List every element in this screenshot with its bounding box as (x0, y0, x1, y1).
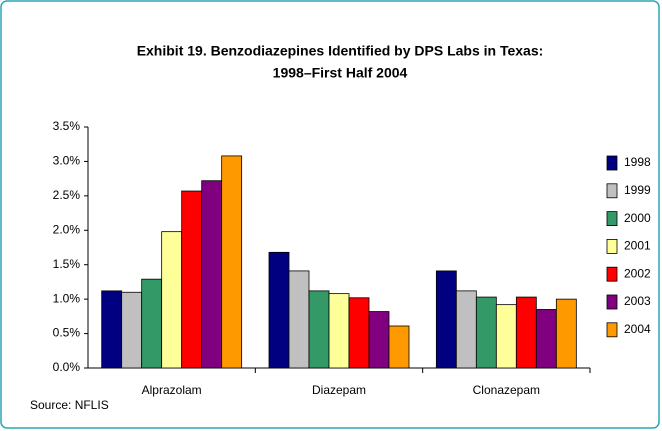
y-tick-label: 0.0% (53, 360, 81, 374)
bar (435, 270, 457, 369)
x-tick-label: Diazepam (312, 383, 366, 397)
x-tick-label: Alprazolam (142, 383, 202, 397)
source-note: Source: NFLIS (30, 398, 109, 412)
bar (181, 190, 203, 369)
y-tick-label: 1.0% (53, 291, 81, 305)
bar (141, 278, 163, 369)
bar (475, 296, 497, 369)
legend-label: 2002 (624, 266, 651, 280)
bar (535, 309, 557, 369)
bar (268, 251, 290, 369)
bar (388, 325, 410, 369)
y-tick-label: 3.0% (53, 154, 81, 168)
legend-swatch (606, 183, 618, 199)
bar (515, 296, 537, 369)
bar (368, 311, 390, 369)
legend-label: 2003 (624, 294, 651, 308)
bar (221, 155, 243, 369)
legend-swatch (606, 238, 618, 254)
y-tick-label: 2.0% (53, 222, 81, 236)
bar (308, 290, 330, 369)
chart-title: 1998–First Half 2004 (273, 65, 408, 81)
legend-swatch (606, 266, 618, 282)
bar (161, 231, 183, 369)
y-tick-label: 0.5% (53, 326, 81, 340)
legend-swatch (606, 211, 618, 227)
chart-title: Exhibit 19. Benzodiazepines Identified b… (137, 43, 544, 59)
legend-label: 1999 (624, 183, 651, 197)
legend-swatch (606, 322, 618, 338)
legend-swatch (606, 294, 618, 310)
bar (101, 290, 123, 369)
bar (555, 298, 577, 369)
legend-label: 2004 (624, 322, 651, 336)
bar (288, 270, 310, 369)
y-tick-label: 2.5% (53, 188, 81, 202)
legend-label: 2000 (624, 211, 651, 225)
bar (328, 293, 350, 369)
bar (495, 304, 517, 369)
y-tick-label: 3.5% (53, 119, 81, 133)
y-tick-label: 1.5% (53, 257, 81, 271)
legend-label: 2001 (624, 239, 651, 253)
bar (455, 290, 477, 369)
x-tick-label: Clonazepam (473, 383, 540, 397)
legend-swatch (606, 155, 618, 171)
bar (201, 180, 223, 369)
bar (121, 291, 143, 369)
legend-label: 1998 (624, 155, 651, 169)
bar (348, 297, 370, 369)
